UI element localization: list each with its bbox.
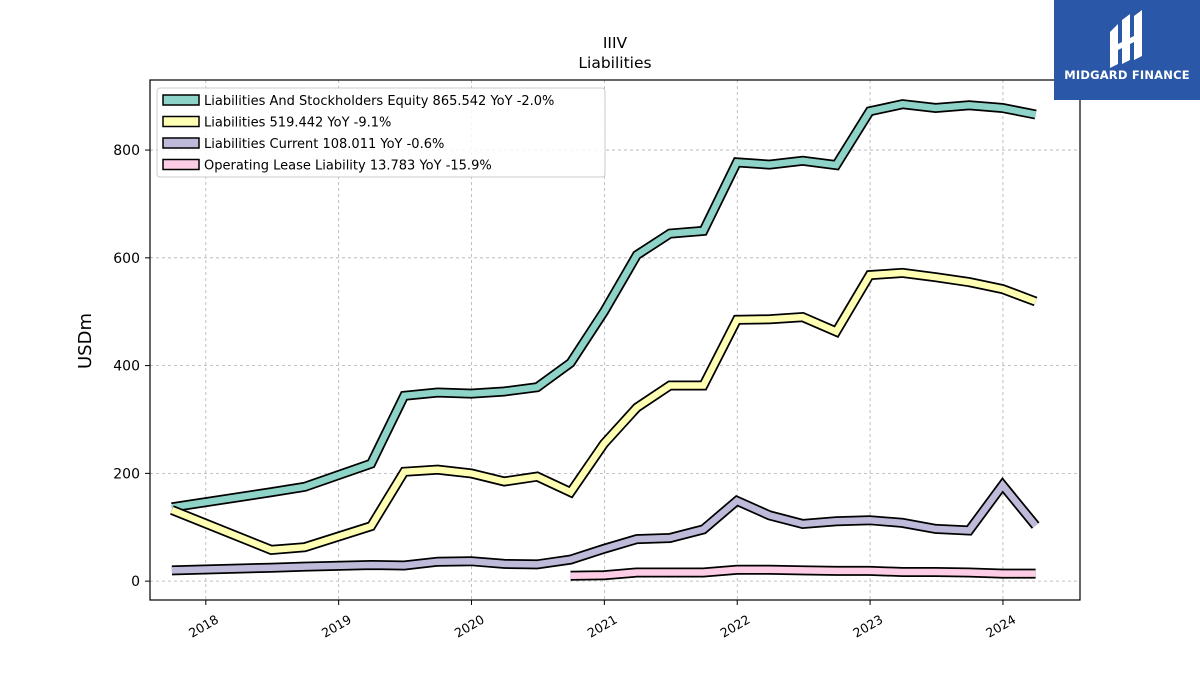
y-tick-label: 600 (113, 251, 140, 267)
y-tick-label: 0 (131, 574, 140, 590)
series-liabilities-and-stockholders-equity (171, 99, 1037, 513)
legend-entry-label: Liabilities 519.442 YoY -9.1% (204, 116, 391, 131)
midgard-finance-logo: MIDGARD FINANCE (1054, 0, 1200, 100)
legend-swatch (162, 158, 200, 171)
y-tick-label: 800 (113, 143, 140, 159)
logo-text: MIDGARD FINANCE (1064, 68, 1190, 82)
x-tick-label: 2021 (585, 612, 620, 641)
legend-entry-label: Liabilities And Stockholders Equity 865.… (204, 94, 554, 109)
y-axis-label: USDm (75, 313, 96, 369)
series-line (570, 566, 1036, 580)
legend-box (156, 87, 606, 178)
y-tick-label: 200 (113, 466, 140, 482)
x-tick-label: 2019 (319, 612, 354, 641)
plot-area-frame (149, 79, 1081, 601)
x-tick-label: 2023 (850, 612, 885, 641)
series-line (171, 100, 1037, 511)
x-tick-label: 2020 (452, 612, 487, 641)
series-lines (170, 99, 1040, 581)
legend-swatch (162, 94, 200, 106)
legend-swatch (162, 137, 200, 149)
brand-mark-icon (1110, 10, 1142, 68)
series-line-outline (171, 477, 1040, 576)
legend: Liabilities And Stockholders Equity 865.… (156, 87, 606, 178)
chart-subtitle: Liabilities (578, 54, 651, 72)
chart-title: IIIV (603, 34, 628, 52)
series-liabilities (170, 267, 1038, 555)
legend-entry-label: Liabilities Current 108.011 YoY -0.6% (204, 137, 444, 152)
series-line (171, 479, 1039, 574)
series-line (170, 269, 1037, 554)
x-tick-label: 2022 (717, 612, 752, 641)
legend-entry-label: Operating Lease Liability 13.783 YoY -15… (204, 159, 492, 174)
series-liabilities-current (171, 477, 1040, 576)
x-tick-label: 2024 (983, 612, 1018, 641)
y-tick-label: 400 (113, 359, 140, 375)
series-operating-lease-liability (570, 564, 1036, 581)
x-tick-label: 2018 (186, 612, 221, 641)
legend-swatch (162, 115, 200, 128)
